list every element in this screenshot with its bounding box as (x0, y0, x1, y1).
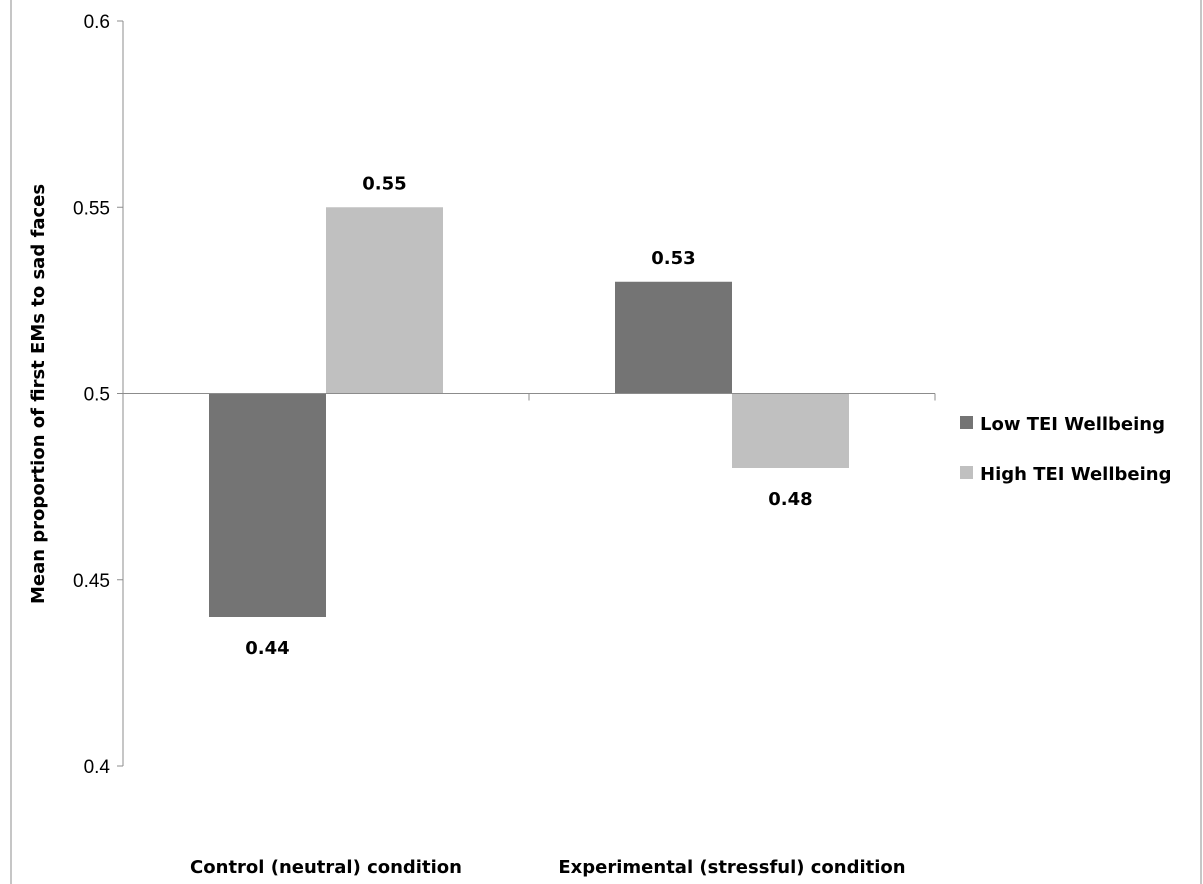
legend-swatch (960, 466, 973, 479)
data-label: 0.53 (651, 248, 695, 269)
y-tick-label: 0.4 (84, 757, 111, 778)
data-label: 0.55 (362, 173, 406, 194)
legend-label: Low TEI Wellbeing (980, 414, 1165, 435)
labels-layer: 0.44 0.53 0.55 0.48 Control (neutral) condit… (190, 173, 906, 878)
legend-swatch (960, 416, 973, 429)
data-label: 0.48 (768, 489, 812, 510)
bar-high-tei-control (326, 207, 443, 394)
y-tick-label: 0.45 (73, 571, 110, 592)
category-label: Control (neutral) condition (190, 857, 462, 878)
data-label: 0.44 (245, 638, 289, 659)
category-label: Experimental (stressful) condition (558, 857, 905, 878)
bar-low-tei-experimental (615, 281, 732, 394)
legend-label: High TEI Wellbeing (980, 464, 1171, 485)
y-tick-label: 0.6 (84, 12, 110, 33)
bar-high-tei-experimental (732, 393, 849, 468)
bar-low-tei-control (209, 393, 326, 617)
y-axis-title: Mean proportion of first EMs to sad face… (28, 184, 49, 604)
y-tick-label: 0.5 (84, 385, 110, 406)
y-tick-label: 0.55 (73, 198, 110, 219)
bars-layer (209, 207, 849, 617)
axes-layer: 0.4 0.45 0.5 0.55 0.6 (73, 12, 936, 778)
legend: Low TEI Wellbeing High TEI Wellbeing (960, 414, 1171, 485)
